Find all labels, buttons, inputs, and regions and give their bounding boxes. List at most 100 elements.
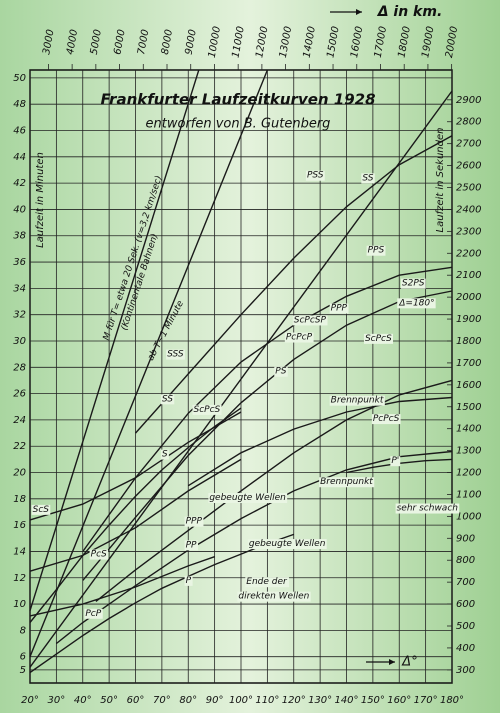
y-tick-label: 5 — [20, 665, 26, 676]
annotation-bg — [247, 539, 327, 550]
x2-tick-label: 8000 — [160, 29, 175, 56]
y2-tick-label: 300 — [456, 665, 475, 676]
y-tick-label: 6 — [20, 652, 26, 663]
x-tick-label: 90° — [206, 695, 224, 706]
annotation-bg — [192, 404, 222, 415]
annotation: PPS — [368, 246, 385, 256]
x2-tick-label: 9000 — [184, 29, 199, 56]
annotation: P' — [391, 456, 399, 466]
y-tick-label: 50 — [13, 73, 26, 84]
annotation: ScPcSP — [294, 315, 327, 325]
annotation-bg — [319, 477, 375, 488]
y2-tick-label: 2100 — [456, 270, 481, 281]
y-tick-label: 36 — [13, 257, 26, 268]
curve — [134, 135, 453, 434]
y2-tick-label: 1400 — [456, 424, 481, 435]
curve — [29, 411, 242, 521]
x-tick-label: 50° — [100, 695, 118, 706]
x2-tick-label: 12000 — [254, 25, 270, 58]
y-axis-title: Laufzeit in Minuten — [35, 152, 46, 248]
arrow-head — [389, 659, 395, 665]
annotation: PcP — [85, 609, 101, 619]
y2-tick-label: 2200 — [456, 248, 481, 259]
annotation-bg — [84, 608, 103, 619]
annotation-bg — [184, 516, 204, 527]
annotation-bg — [245, 577, 290, 588]
x-tick-label: 170° — [414, 695, 438, 706]
y2-tick-label: 2300 — [456, 226, 481, 237]
annotation-bg — [208, 493, 288, 504]
annotation: PSS — [307, 171, 324, 181]
y-tick-label: 32 — [13, 310, 26, 321]
x-tick-label: 70° — [153, 695, 171, 706]
annotation: PP — [186, 540, 197, 550]
x2-tick-label: 13000 — [278, 25, 294, 58]
annotation-bg — [89, 549, 109, 560]
x-axis-title: Δ° — [401, 655, 417, 670]
y-tick-label: 40 — [13, 204, 26, 215]
y2-tick-label: 1900 — [456, 314, 481, 325]
annotation-bg — [361, 173, 375, 184]
annotation: PPP — [186, 517, 203, 527]
annotation-bg — [31, 504, 51, 515]
y2-tick-label: 2400 — [456, 204, 481, 215]
y2-tick-label: 1100 — [456, 489, 481, 500]
y2-tick-label: 2700 — [456, 139, 481, 150]
annotation: SSS — [167, 350, 184, 360]
chart-subtitle: entworfen von B. Gutenberg — [146, 117, 331, 132]
annotation-bg — [160, 449, 169, 460]
x2-tick-label: 14000 — [302, 25, 318, 58]
y2-tick-label: 1800 — [456, 336, 481, 347]
x2-tick-label: 10000 — [207, 25, 223, 58]
x-tick-label: 100° — [229, 695, 253, 706]
x-tick-label: 110° — [255, 695, 279, 706]
annotation: gebeugte Wellen — [209, 493, 286, 503]
y-tick-label: 26 — [13, 389, 26, 400]
y-tick-label: 18 — [13, 494, 26, 505]
annotation: PcPcP — [286, 333, 313, 343]
annotation: P — [186, 576, 192, 586]
y2-tick-label: 2500 — [456, 183, 481, 194]
y2-tick-label: 1700 — [456, 358, 481, 369]
x2-tick-label: 6000 — [112, 29, 127, 56]
y-tick-label: 12 — [13, 573, 26, 584]
y-tick-label: 34 — [13, 283, 26, 294]
annotation-bg — [400, 278, 426, 289]
annotation: SS — [162, 394, 173, 404]
annotation: ScPcS — [365, 334, 392, 344]
labels: 5 6 8 10 12 14 16 18 20 22 24 26 28 30 32 34 36 38 40 42 44 4… — [13, 25, 481, 706]
annotation: Brennpunkt — [320, 477, 373, 487]
x2-tick-label: 18000 — [397, 25, 413, 58]
x-tick-label: 130° — [308, 695, 332, 706]
annotation-bg — [284, 332, 314, 343]
x2-tick-label: 7000 — [136, 29, 151, 56]
annotation: PcPcS — [373, 414, 400, 424]
y2-tick-label: 900 — [456, 533, 475, 544]
x2-tick-label: 16000 — [349, 25, 365, 58]
x-tick-label: 140° — [334, 695, 358, 706]
y-tick-label: 10 — [13, 599, 26, 610]
annotation: gebeugte Wellen — [249, 539, 326, 549]
x2-tick-label: 19000 — [420, 25, 436, 58]
y-tick-label: 16 — [13, 520, 26, 531]
y2-tick-label: 1300 — [456, 446, 481, 457]
curve — [29, 407, 242, 623]
annotation-bg — [184, 540, 199, 551]
y2-tick-label: 400 — [456, 643, 475, 654]
x2-axis-title: Δ in km. — [377, 4, 443, 20]
annotation-bg — [329, 395, 385, 406]
annotation-bg — [160, 394, 175, 405]
y-tick-label: 48 — [13, 99, 26, 110]
y2-tick-label: 2600 — [456, 161, 481, 172]
y-tick-label: 42 — [13, 178, 26, 189]
curve — [95, 379, 453, 602]
y-tick-label: 24 — [13, 415, 26, 426]
annotation-bg — [184, 575, 193, 586]
x-tick-label: 150° — [361, 695, 385, 706]
y-tick-label: 30 — [13, 336, 26, 347]
arrow-head — [356, 9, 362, 15]
annotation-bg — [395, 503, 460, 514]
annotation-bg — [397, 298, 436, 309]
annotation-bg — [237, 591, 311, 602]
annotation: sehr schwach — [397, 504, 459, 514]
